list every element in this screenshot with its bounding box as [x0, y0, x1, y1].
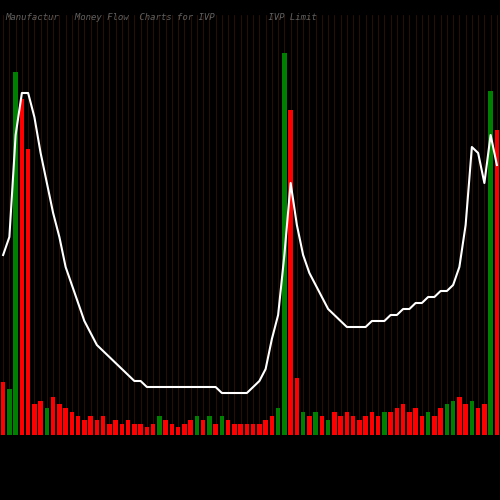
Bar: [401, 404, 406, 435]
Bar: [132, 424, 136, 435]
Bar: [207, 416, 212, 435]
Bar: [264, 420, 268, 435]
Bar: [426, 412, 430, 435]
Bar: [114, 420, 118, 435]
Bar: [414, 408, 418, 435]
Bar: [382, 412, 386, 435]
Bar: [138, 424, 143, 435]
Bar: [407, 412, 412, 435]
Bar: [438, 408, 443, 435]
Bar: [376, 416, 380, 435]
Bar: [164, 420, 168, 435]
Bar: [157, 416, 162, 435]
Bar: [101, 416, 105, 435]
Bar: [176, 428, 180, 435]
Bar: [32, 404, 36, 435]
Bar: [238, 424, 243, 435]
Bar: [44, 408, 49, 435]
Bar: [14, 72, 18, 435]
Bar: [64, 408, 68, 435]
Bar: [314, 412, 318, 435]
Bar: [307, 416, 312, 435]
Bar: [457, 397, 462, 435]
Bar: [282, 53, 286, 435]
Bar: [344, 412, 349, 435]
Bar: [188, 420, 193, 435]
Bar: [38, 400, 43, 435]
Bar: [144, 428, 149, 435]
Bar: [464, 404, 468, 435]
Bar: [488, 92, 493, 435]
Bar: [201, 420, 205, 435]
Bar: [494, 130, 499, 435]
Bar: [151, 424, 156, 435]
Bar: [244, 424, 249, 435]
Bar: [20, 99, 24, 435]
Bar: [57, 404, 62, 435]
Bar: [370, 412, 374, 435]
Bar: [107, 424, 112, 435]
Bar: [476, 408, 480, 435]
Bar: [7, 389, 12, 435]
Bar: [482, 404, 486, 435]
Bar: [388, 412, 393, 435]
Bar: [270, 416, 274, 435]
Bar: [1, 382, 6, 435]
Bar: [357, 420, 362, 435]
Bar: [338, 416, 343, 435]
Text: Manufactur   Money Flow  Charts for IVP          IVP Limit                      : Manufactur Money Flow Charts for IVP IVP…: [5, 12, 500, 22]
Bar: [232, 424, 236, 435]
Bar: [320, 416, 324, 435]
Bar: [126, 420, 130, 435]
Bar: [82, 420, 86, 435]
Bar: [288, 110, 293, 435]
Bar: [76, 416, 80, 435]
Bar: [432, 416, 436, 435]
Bar: [88, 416, 93, 435]
Bar: [120, 424, 124, 435]
Bar: [326, 420, 330, 435]
Bar: [451, 400, 456, 435]
Bar: [94, 420, 99, 435]
Bar: [470, 400, 474, 435]
Bar: [70, 412, 74, 435]
Bar: [294, 378, 299, 435]
Bar: [226, 420, 230, 435]
Bar: [301, 412, 306, 435]
Bar: [170, 424, 174, 435]
Bar: [182, 424, 186, 435]
Bar: [351, 416, 356, 435]
Bar: [276, 408, 280, 435]
Bar: [220, 416, 224, 435]
Bar: [214, 424, 218, 435]
Bar: [444, 404, 449, 435]
Bar: [394, 408, 399, 435]
Bar: [364, 416, 368, 435]
Bar: [257, 424, 262, 435]
Bar: [51, 397, 56, 435]
Bar: [194, 416, 199, 435]
Bar: [26, 148, 30, 435]
Bar: [420, 416, 424, 435]
Bar: [332, 412, 336, 435]
Bar: [251, 424, 256, 435]
